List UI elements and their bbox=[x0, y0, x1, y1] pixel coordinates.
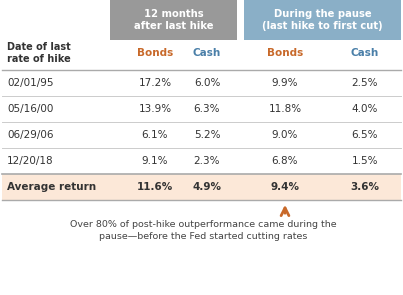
Text: 13.9%: 13.9% bbox=[139, 104, 172, 114]
Text: 6.8%: 6.8% bbox=[272, 156, 298, 166]
Text: 2.5%: 2.5% bbox=[352, 78, 378, 88]
Text: 3.6%: 3.6% bbox=[351, 182, 380, 192]
Bar bbox=[2, 174, 401, 200]
Text: 6.0%: 6.0% bbox=[194, 78, 220, 88]
Text: 02/01/95: 02/01/95 bbox=[7, 78, 54, 88]
Text: 12/20/18: 12/20/18 bbox=[7, 156, 54, 166]
Text: 4.0%: 4.0% bbox=[352, 104, 378, 114]
Text: 11.8%: 11.8% bbox=[268, 104, 301, 114]
Bar bbox=[110, 0, 237, 40]
Text: 4.9%: 4.9% bbox=[193, 182, 222, 192]
Text: 6.3%: 6.3% bbox=[194, 104, 220, 114]
Text: 9.0%: 9.0% bbox=[272, 130, 298, 140]
Text: 5.2%: 5.2% bbox=[194, 130, 220, 140]
Text: 11.6%: 11.6% bbox=[137, 182, 173, 192]
Text: 6.5%: 6.5% bbox=[352, 130, 378, 140]
Text: Cash: Cash bbox=[193, 48, 221, 58]
Text: 12 months
after last hike: 12 months after last hike bbox=[134, 9, 213, 31]
Text: Over 80% of post-hike outperformance came during the: Over 80% of post-hike outperformance cam… bbox=[70, 220, 337, 229]
Text: 9.9%: 9.9% bbox=[272, 78, 298, 88]
Text: Cash: Cash bbox=[351, 48, 379, 58]
Text: 06/29/06: 06/29/06 bbox=[7, 130, 54, 140]
Text: Bonds: Bonds bbox=[137, 48, 173, 58]
Text: Bonds: Bonds bbox=[267, 48, 303, 58]
Text: pause—before the Fed started cutting rates: pause—before the Fed started cutting rat… bbox=[99, 232, 307, 241]
Text: 9.4%: 9.4% bbox=[270, 182, 299, 192]
Text: 9.1%: 9.1% bbox=[142, 156, 168, 166]
Text: 2.3%: 2.3% bbox=[194, 156, 220, 166]
Text: 05/16/00: 05/16/00 bbox=[7, 104, 53, 114]
Text: 6.1%: 6.1% bbox=[142, 130, 168, 140]
Text: During the pause
(last hike to first cut): During the pause (last hike to first cut… bbox=[262, 9, 383, 31]
Text: Date of last
rate of hike: Date of last rate of hike bbox=[7, 42, 71, 64]
Text: Average return: Average return bbox=[7, 182, 96, 192]
Text: 17.2%: 17.2% bbox=[139, 78, 172, 88]
Bar bbox=[244, 0, 401, 40]
Text: 1.5%: 1.5% bbox=[352, 156, 378, 166]
